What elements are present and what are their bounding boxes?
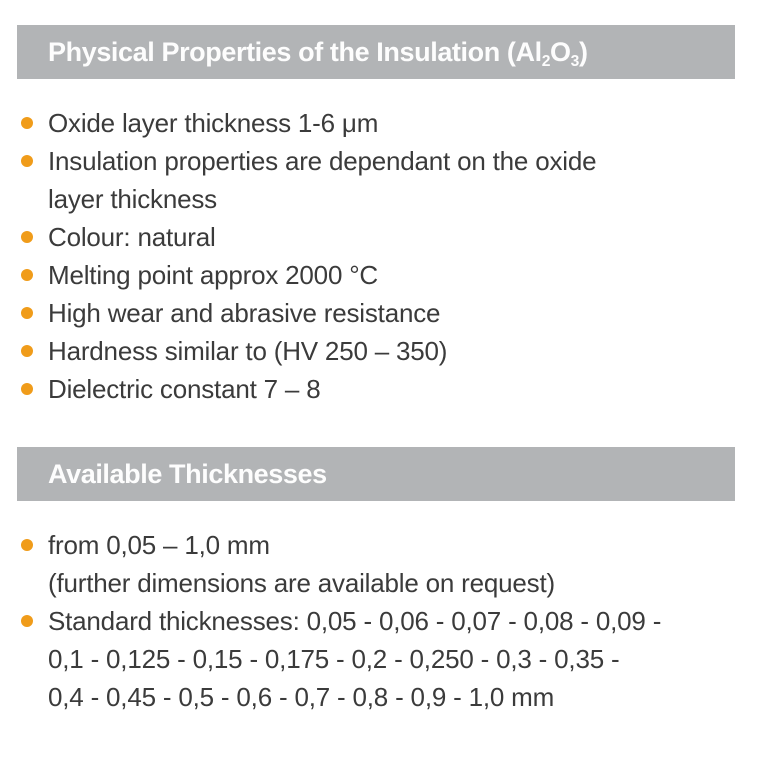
- list-item: from 0,05 – 1,0 mm (further dimensions a…: [17, 526, 768, 602]
- list-item-text: High wear and abrasive resistance: [48, 298, 441, 328]
- list-item-text: Melting point approx 2000 °C: [48, 260, 379, 290]
- bullet-icon: [21, 117, 33, 129]
- section-header-physical-properties: Physical Properties of the Insulation (A…: [17, 25, 735, 79]
- available-thicknesses-list: from 0,05 – 1,0 mm (further dimensions a…: [17, 526, 768, 716]
- bullet-icon: [21, 383, 33, 395]
- list-item: Dielectric constant 7 – 8: [17, 370, 768, 408]
- list-item: High wear and abrasive resistance: [17, 294, 768, 332]
- bullet-icon: [21, 615, 33, 627]
- list-item-text: 0,4 - 0,45 - 0,5 - 0,6 - 0,7 - 0,8 - 0,9…: [48, 682, 555, 712]
- bullet-icon: [21, 269, 33, 281]
- section-title-available-thicknesses: Available Thicknesses: [48, 458, 327, 489]
- list-item: Hardness similar to (HV 250 – 350): [17, 332, 768, 370]
- list-item-text: (further dimensions are available on req…: [48, 568, 555, 598]
- section-header-available-thicknesses: Available Thicknesses: [17, 447, 735, 501]
- list-item-text: from 0,05 – 1,0 mm: [48, 530, 270, 560]
- list-item: Insulation properties are dependant on t…: [17, 142, 768, 218]
- list-item-text: layer thickness: [48, 184, 217, 214]
- list-item-text: Dielectric constant 7 – 8: [48, 374, 321, 404]
- list-item: Colour: natural: [17, 218, 768, 256]
- list-item-text: 0,1 - 0,125 - 0,15 - 0,175 - 0,2 - 0,250…: [48, 644, 620, 674]
- subscript-2: 2: [541, 52, 551, 70]
- bullet-icon: [21, 345, 33, 357]
- bullet-icon: [21, 155, 33, 167]
- title-text: ): [578, 36, 588, 67]
- list-item-text: Standard thicknesses: 0,05 - 0,06 - 0,07…: [48, 606, 662, 636]
- subscript-3: 3: [570, 52, 580, 70]
- physical-properties-list: Oxide layer thickness 1-6 μm Insulation …: [17, 104, 768, 408]
- list-item-text: Oxide layer thickness 1-6 μm: [48, 108, 379, 138]
- list-item-text: Colour: natural: [48, 222, 216, 252]
- section-title-physical-properties: Physical Properties of the Insulation (A…: [48, 36, 588, 70]
- list-item: Standard thicknesses: 0,05 - 0,06 - 0,07…: [17, 602, 768, 716]
- bullet-icon: [21, 539, 33, 551]
- list-item-text: Insulation properties are dependant on t…: [48, 146, 597, 176]
- title-text: O: [550, 36, 571, 67]
- list-item-text: Hardness similar to (HV 250 – 350): [48, 336, 448, 366]
- title-text: Physical Properties of the Insulation (A…: [48, 36, 542, 67]
- list-item: Oxide layer thickness 1-6 μm: [17, 104, 768, 142]
- list-item: Melting point approx 2000 °C: [17, 256, 768, 294]
- bullet-icon: [21, 231, 33, 243]
- bullet-icon: [21, 307, 33, 319]
